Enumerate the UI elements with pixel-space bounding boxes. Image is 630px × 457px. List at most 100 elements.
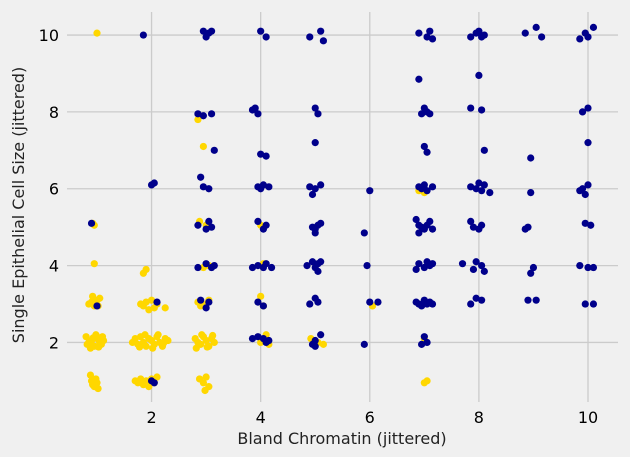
data-point [480, 146, 488, 154]
data-point [480, 267, 488, 275]
data-point [197, 302, 205, 310]
data-point [366, 298, 374, 306]
data-point [363, 261, 371, 270]
x-axis-label: Bland Chromatin (jittered) [237, 429, 446, 448]
data-point [94, 384, 102, 393]
data-point [194, 221, 202, 229]
data-point [89, 292, 97, 300]
tick-labels: 2 4 6 8 10 2 4 6 8 10 [39, 26, 599, 427]
data-point [147, 296, 156, 304]
data-point [428, 183, 437, 191]
data-point [311, 225, 319, 233]
data-point [141, 331, 149, 339]
data-point [423, 148, 431, 156]
data-point [426, 217, 434, 226]
data-point [149, 344, 157, 352]
data-point [467, 104, 475, 112]
data-point [478, 221, 486, 229]
data-point [472, 185, 480, 193]
data-point [420, 181, 428, 189]
data-point [584, 263, 592, 272]
data-point [415, 221, 423, 229]
data-point [311, 139, 319, 147]
data-point [142, 298, 150, 306]
data-point [478, 261, 486, 270]
data-point [202, 336, 210, 345]
data-point [303, 261, 311, 270]
data-point [467, 300, 475, 308]
y-tick-label: 2 [49, 333, 59, 352]
x-tick-label: 8 [474, 408, 484, 427]
y-tick-label: 8 [49, 103, 59, 122]
data-point [199, 142, 207, 151]
data-point [262, 152, 270, 160]
y-tick-label: 10 [39, 26, 59, 45]
data-point [142, 265, 150, 274]
data-point [257, 292, 265, 300]
data-point [145, 306, 153, 314]
y-axis-label: Single Epithelial Cell Size (jittered) [9, 67, 28, 343]
data-point [308, 190, 317, 199]
series-1-points [87, 23, 598, 387]
data-point [262, 260, 270, 268]
data-point [306, 33, 314, 41]
data-point [207, 110, 216, 118]
data-point [360, 340, 368, 348]
data-point [93, 302, 101, 310]
data-point [317, 219, 325, 227]
data-point [581, 219, 589, 227]
data-point [475, 71, 483, 79]
data-point [150, 379, 158, 387]
data-point [584, 104, 592, 112]
data-point [197, 173, 205, 181]
data-point [198, 331, 206, 339]
data-point [308, 258, 317, 266]
data-point [412, 215, 420, 224]
data-point [467, 217, 475, 226]
data-point [423, 33, 431, 41]
data-point [311, 336, 319, 345]
data-point [529, 263, 538, 272]
data-point [202, 373, 210, 381]
data-point [584, 139, 592, 147]
data-point [467, 183, 475, 191]
data-point [306, 183, 314, 191]
data-point [486, 188, 494, 197]
data-point [210, 261, 218, 270]
data-point [311, 342, 319, 350]
data-point [95, 343, 103, 351]
data-point [458, 260, 467, 268]
data-point [207, 27, 216, 35]
data-point [265, 336, 273, 345]
data-point [145, 383, 153, 391]
data-point [524, 296, 532, 304]
data-point [478, 106, 486, 114]
data-point [319, 37, 328, 45]
data-point [576, 261, 584, 270]
data-point [199, 112, 207, 120]
data-point [259, 225, 267, 233]
data-point [478, 187, 486, 195]
data-point [418, 302, 426, 310]
data-point [194, 115, 202, 124]
data-point [90, 260, 98, 268]
data-point [139, 31, 147, 39]
data-point [480, 31, 488, 39]
data-point [254, 110, 262, 118]
data-point [197, 296, 205, 304]
data-point [415, 29, 423, 37]
data-point [254, 261, 262, 270]
data-point [317, 258, 325, 266]
data-point [306, 300, 314, 308]
data-point [202, 225, 210, 233]
data-point [467, 33, 475, 41]
data-point [142, 342, 150, 350]
data-point [584, 33, 592, 41]
data-point [153, 298, 161, 306]
data-point [581, 190, 589, 199]
data-point [142, 377, 150, 385]
data-point [257, 150, 265, 158]
data-point [207, 223, 216, 231]
x-tick-label: 4 [256, 408, 266, 427]
